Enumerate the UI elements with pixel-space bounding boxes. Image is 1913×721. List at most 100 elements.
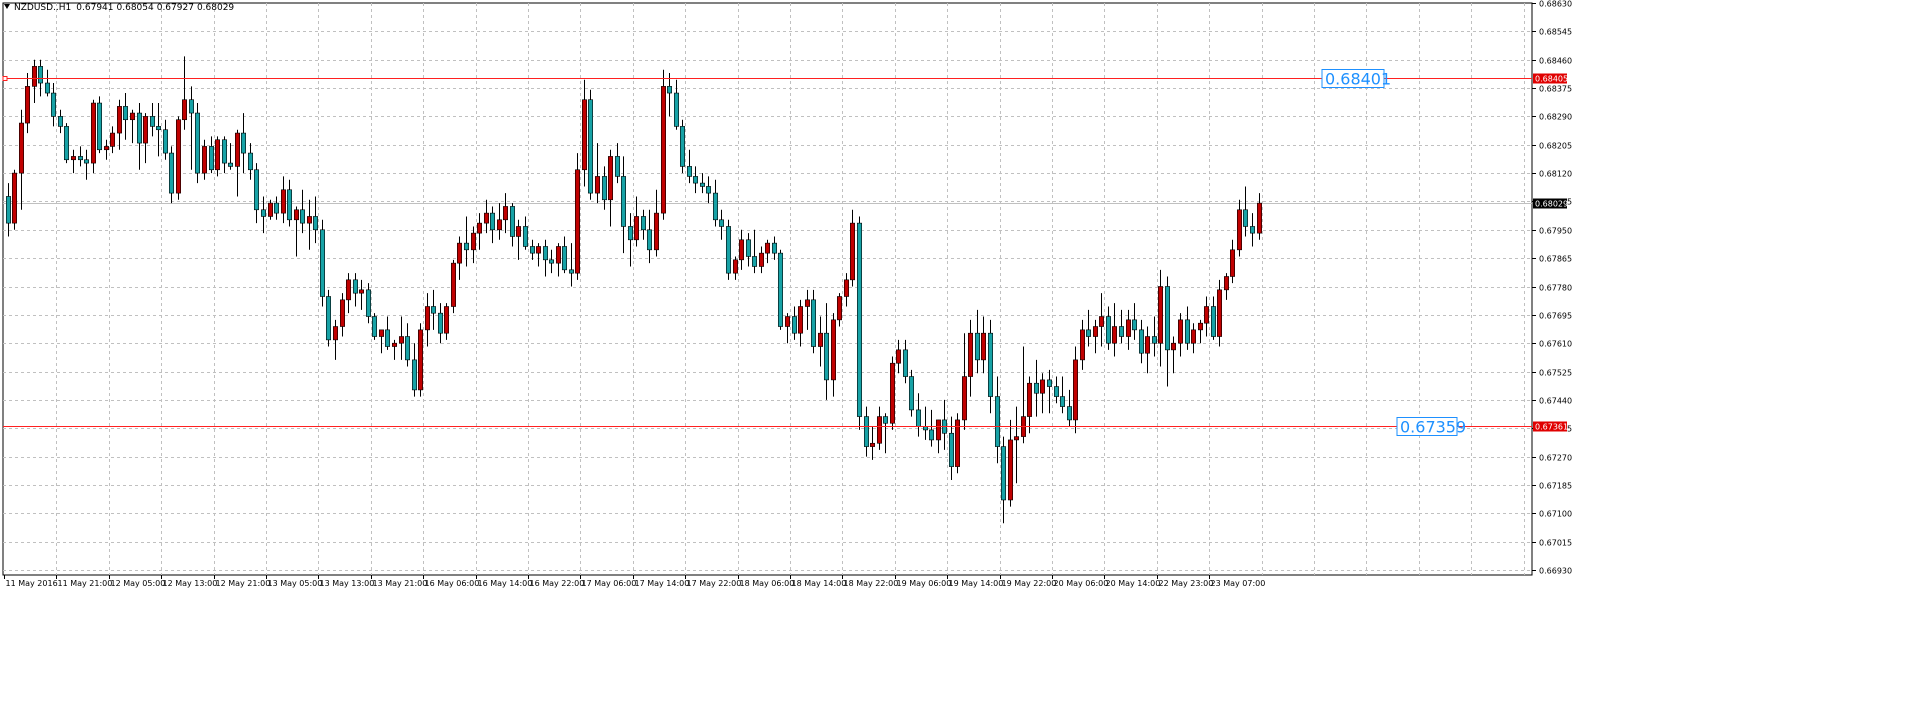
candle-body <box>1073 359 1079 421</box>
candle-body <box>1132 319 1138 331</box>
x-tick-label: 16 May 06:00 <box>425 579 480 588</box>
candle-body <box>699 182 705 187</box>
y-tick-label: 0.67780 <box>1539 284 1572 293</box>
candle-body <box>450 262 456 307</box>
candle-body <box>653 212 659 251</box>
candle-body <box>843 279 849 297</box>
candle-body <box>1152 336 1158 344</box>
chart-header: NZDUSD..H1 0.67941 0.68054 0.67927 0.68029 <box>4 3 237 13</box>
price-text-box <box>1321 69 1385 88</box>
x-tick-label: 19 May 14:00 <box>949 579 1004 588</box>
x-tick-label: 22 May 23:00 <box>1159 579 1214 588</box>
candle-body <box>666 86 672 94</box>
candle-body <box>267 202 273 217</box>
candle-body <box>222 139 228 164</box>
candle-body <box>437 312 443 334</box>
candle-body <box>1224 276 1230 291</box>
candle-body <box>529 246 535 254</box>
candle-body <box>1106 316 1112 344</box>
y-tick-label: 0.67695 <box>1539 312 1572 321</box>
candle-body <box>797 306 803 334</box>
candle-body <box>574 169 580 274</box>
price-text-box <box>1396 417 1458 436</box>
candle-body <box>1198 322 1204 331</box>
candle-body <box>391 342 397 347</box>
x-tick-label: 18 May 06:00 <box>740 579 795 588</box>
candle-body <box>594 176 600 194</box>
candle-body <box>176 119 182 194</box>
bid-price-tag <box>1533 198 1567 209</box>
candle-body <box>163 129 169 154</box>
candle-body <box>430 306 436 314</box>
candle-body <box>31 66 37 87</box>
candle-body <box>1000 446 1006 501</box>
candle-body <box>738 239 744 261</box>
candle-body <box>228 162 234 167</box>
candle-body <box>673 92 679 127</box>
open-value: 0.67941 <box>76 3 114 13</box>
high-value: 0.68054 <box>116 3 154 13</box>
candle-body <box>705 186 711 194</box>
candle-body <box>280 189 286 214</box>
x-tick-label: 12 May 21:00 <box>216 579 271 588</box>
candle-body <box>1158 286 1164 344</box>
candle-body <box>248 152 254 171</box>
candle-body <box>522 226 528 247</box>
candle-body <box>417 329 423 391</box>
candle-body <box>332 326 338 341</box>
x-tick-label: 13 May 05:00 <box>268 579 323 588</box>
candle-body <box>202 146 208 174</box>
candle-body <box>1139 329 1145 354</box>
candle-body <box>1126 319 1132 337</box>
candle-body <box>1047 379 1053 387</box>
x-tick-label: 23 May 07:00 <box>1211 579 1266 588</box>
candle-body <box>974 332 980 361</box>
y-tick-label: 0.68120 <box>1539 170 1572 179</box>
candle-body <box>876 416 882 444</box>
candle-body <box>78 156 84 161</box>
x-tick-label: 19 May 06:00 <box>897 579 952 588</box>
x-tick-label: 18 May 22:00 <box>844 579 899 588</box>
candle-body <box>882 416 888 424</box>
candle-body <box>660 86 666 214</box>
candle-body <box>791 316 797 334</box>
candle-body <box>646 229 652 251</box>
candle-body <box>922 426 928 431</box>
candle-body <box>555 246 561 264</box>
candle-body <box>1165 286 1171 351</box>
candle-body <box>443 306 449 334</box>
symbol-label: NZDUSD..H1 <box>14 3 72 13</box>
candle-body <box>889 362 895 424</box>
candle-body <box>195 112 201 174</box>
dropdown-triangle-icon[interactable] <box>4 4 10 9</box>
candle-body <box>6 196 12 224</box>
candle-body <box>895 349 901 364</box>
candle-body <box>935 419 941 441</box>
candle-body <box>1007 439 1013 501</box>
candle-body <box>189 99 195 114</box>
y-tick-label: 0.67525 <box>1539 369 1572 378</box>
candle-body <box>325 296 331 341</box>
candle-body <box>404 336 410 361</box>
y-tick-label: 0.66930 <box>1539 567 1572 576</box>
x-tick-label: 16 May 14:00 <box>478 579 533 588</box>
candle-body <box>915 409 921 427</box>
x-tick-label: 20 May 14:00 <box>1106 579 1161 588</box>
y-tick-label: 0.67440 <box>1539 397 1572 406</box>
candle-body <box>1080 329 1086 361</box>
y-tick-label: 0.67865 <box>1539 255 1572 264</box>
candle-body <box>104 146 110 151</box>
x-tick-label: 12 May 05:00 <box>111 579 166 588</box>
candle-body <box>515 226 521 237</box>
candle-body <box>378 329 384 337</box>
candle-body <box>339 299 345 327</box>
x-tick-label: 16 May 22:00 <box>530 579 585 588</box>
candle-body <box>620 176 626 227</box>
candle-body <box>12 172 18 224</box>
candle-body <box>908 376 914 411</box>
candle-body <box>1054 386 1060 397</box>
candle-body <box>928 429 934 441</box>
x-tick-label: 13 May 13:00 <box>320 579 375 588</box>
